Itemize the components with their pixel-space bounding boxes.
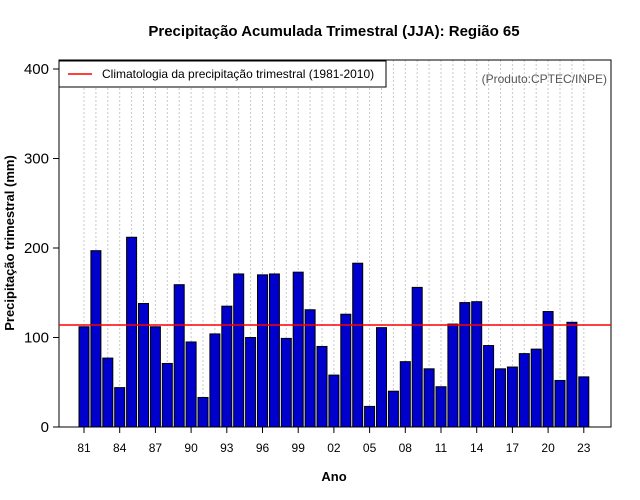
x-axis: 81 84 87 90 93 96 99 02 05 08 11 14 17 20 23 — [77, 427, 591, 455]
bar-1994 — [233, 273, 245, 428]
bar-1988 — [161, 362, 173, 428]
bar-1998 — [280, 337, 292, 428]
bar-2007 — [387, 390, 399, 428]
bar-1984 — [114, 387, 126, 428]
x-axis-label: Ano — [321, 469, 346, 484]
x-tick-label: 02 — [327, 441, 341, 455]
bar-2003 — [340, 313, 352, 428]
x-tick-label: 11 — [435, 441, 448, 455]
bar-2017 — [506, 366, 518, 428]
bar-1992 — [209, 333, 221, 428]
bar-1983 — [102, 357, 114, 428]
x-tick-label: 96 — [256, 441, 270, 455]
bar-1981 — [78, 326, 90, 428]
bar-1987 — [149, 326, 161, 428]
bar-2000 — [304, 309, 316, 428]
product-credit: (Produto:CPTEC/INPE) — [482, 72, 607, 86]
y-tick-label: 300 — [24, 151, 49, 168]
x-tick-label: 84 — [113, 441, 127, 455]
chart-title: Precipitação Acumulada Trimestral (JJA):… — [148, 23, 519, 40]
y-tick-label: 200 — [24, 240, 49, 257]
bar-2005 — [364, 405, 376, 428]
y-tick-label: 0 — [41, 419, 49, 436]
x-tick-label: 05 — [363, 441, 377, 455]
bar-2016 — [495, 368, 506, 428]
x-tick-label: 87 — [149, 441, 163, 455]
x-tick-label: 99 — [292, 441, 306, 455]
x-tick-label: 93 — [220, 441, 234, 455]
bar-2023 — [578, 376, 590, 428]
x-tick-label: 20 — [541, 441, 555, 455]
bar-2022 — [566, 321, 578, 428]
x-tick-label: 14 — [470, 441, 484, 455]
bar-2014 — [471, 301, 483, 428]
y-axis: 0 100 200 300 400 — [24, 61, 59, 436]
y-tick-label: 100 — [24, 330, 49, 347]
bar-2002 — [328, 374, 340, 428]
bar-2015 — [483, 345, 495, 428]
bar-2012 — [447, 323, 459, 428]
bar-2009 — [411, 286, 423, 428]
x-tick-label: 81 — [77, 441, 91, 455]
y-axis-label: Precipitação trimestral (mm) — [2, 155, 17, 331]
bar-2011 — [435, 386, 447, 428]
x-tick-label: 17 — [506, 441, 520, 455]
bar-2010 — [423, 368, 435, 428]
legend-box — [58, 60, 387, 88]
bar-2013 — [459, 302, 471, 428]
x-tick-label: 08 — [399, 441, 413, 455]
bar-2004 — [352, 262, 364, 428]
bar-1995 — [245, 337, 257, 428]
bar-2020 — [542, 311, 554, 428]
bar-1991 — [197, 396, 209, 428]
bar-2001 — [316, 345, 328, 428]
bar-1982 — [90, 250, 102, 428]
bar-2021 — [554, 379, 566, 428]
bar-2018 — [518, 353, 530, 428]
bar-1990 — [185, 341, 197, 428]
legend-label: Climatologia da precipitação trimestral … — [102, 67, 374, 81]
bar-1997 — [268, 273, 280, 428]
bar-1986 — [138, 302, 149, 428]
x-tick-label: 90 — [184, 441, 198, 455]
x-tick-label: 23 — [577, 441, 591, 455]
y-tick-label: 400 — [24, 61, 49, 78]
bar-1999 — [292, 271, 304, 428]
bar-1985 — [126, 236, 138, 428]
bar-2008 — [399, 361, 411, 428]
bar-1996 — [257, 274, 268, 428]
bars — [78, 236, 590, 428]
bar-1989 — [173, 284, 185, 428]
bar-2006 — [376, 327, 387, 428]
legend: Climatologia da precipitação trimestral … — [58, 60, 387, 88]
bar-2019 — [530, 348, 542, 428]
